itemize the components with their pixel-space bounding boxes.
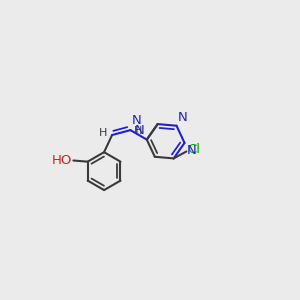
Text: HO: HO xyxy=(52,154,72,167)
Text: N: N xyxy=(132,114,142,128)
Text: Cl: Cl xyxy=(188,143,200,156)
Text: H: H xyxy=(99,128,107,138)
Text: H: H xyxy=(134,126,142,136)
Text: N: N xyxy=(177,111,187,124)
Text: N: N xyxy=(186,144,196,157)
Text: N: N xyxy=(134,124,144,136)
